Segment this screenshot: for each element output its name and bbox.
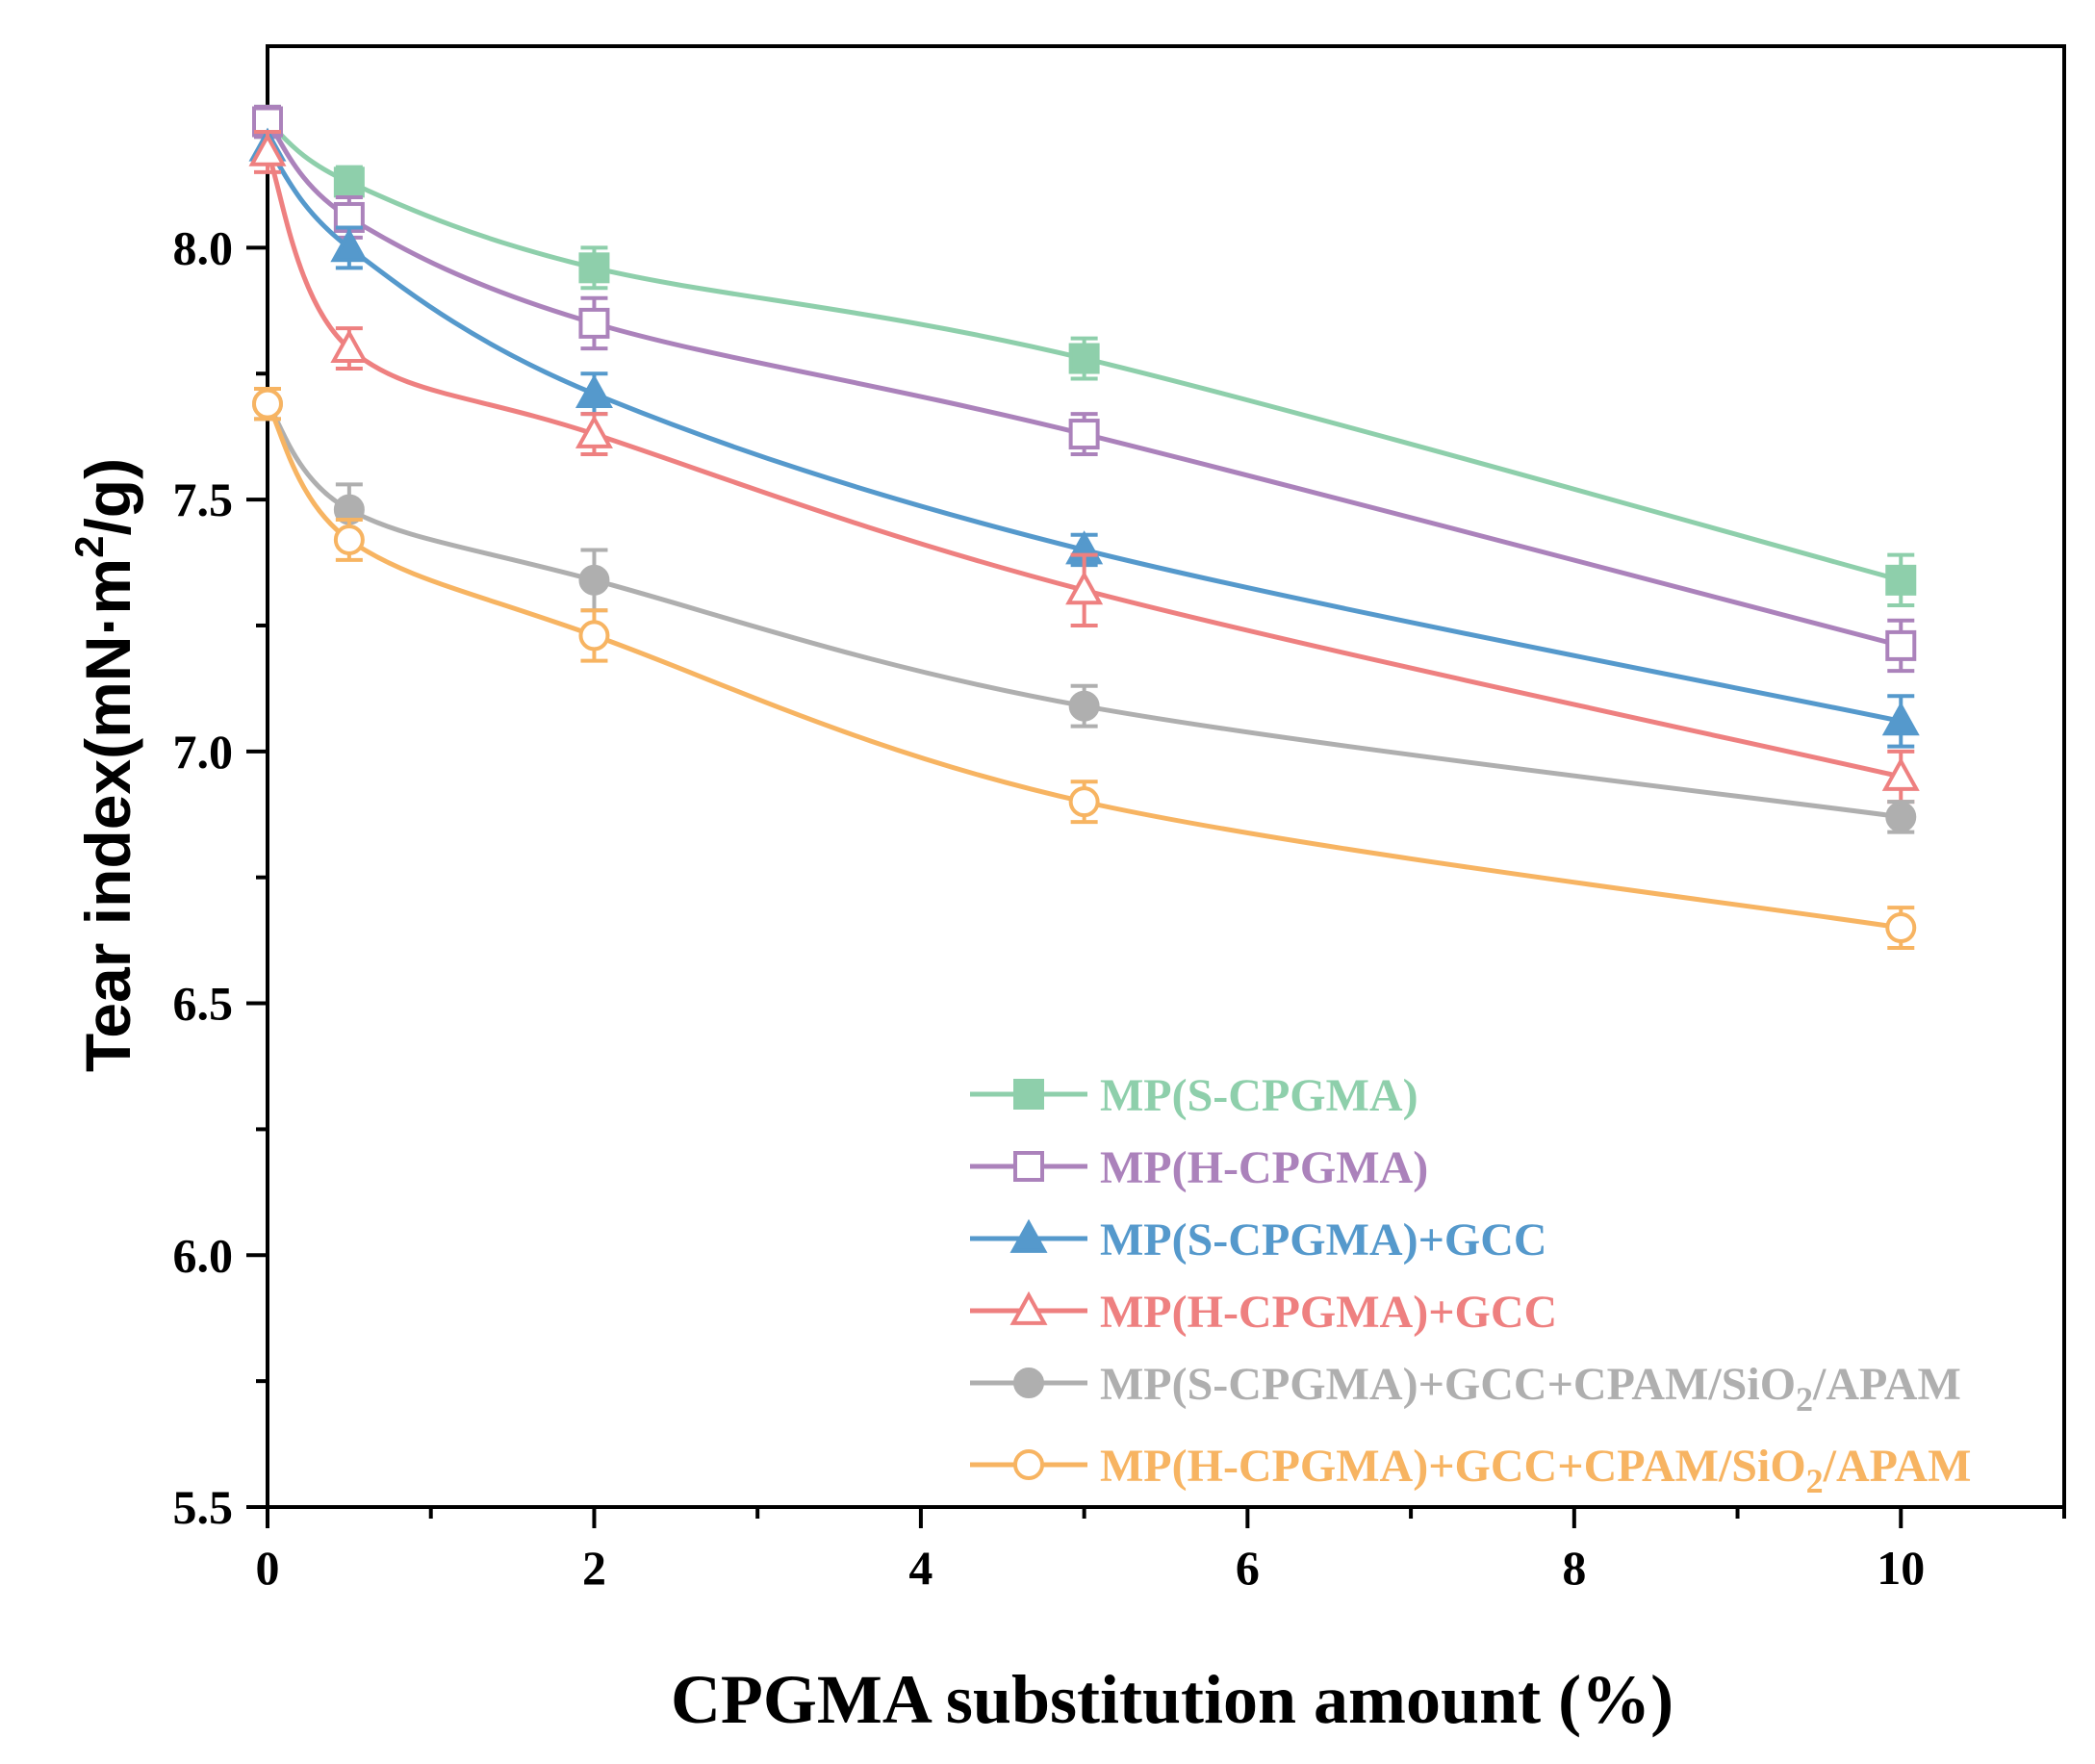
x-axis-title: CPGMA substitution amount (%) <box>671 1661 1673 1738</box>
data-point <box>578 564 610 596</box>
legend-item-1: MP(S-CPGMA) <box>970 1070 1418 1121</box>
data-point <box>1881 756 1920 791</box>
data-point <box>248 132 287 166</box>
series-line <box>265 150 1902 780</box>
legend-label-part: MP(S-CPGMA)+GCC <box>1100 1214 1547 1265</box>
y-tick-label: 6.0 <box>173 1228 234 1282</box>
legend-label-part: /APAM <box>1823 1441 1972 1492</box>
y-tick-label: 6.5 <box>173 977 234 1031</box>
legend-label: MP(H-CPGMA) <box>1100 1142 1428 1193</box>
legend-item-2: MP(H-CPGMA) <box>970 1142 1428 1193</box>
data-point <box>330 328 369 363</box>
legend-label: MP(S-CPGMA)+GCC+CPAM/SiO2/APAM <box>1100 1359 1961 1419</box>
x-tick-label: 0 <box>256 1541 280 1595</box>
data-point <box>1068 343 1100 374</box>
data-point <box>575 373 613 409</box>
plot-frame <box>266 44 2066 1509</box>
legend-item-5: MP(S-CPGMA)+GCC+CPAM/SiO2/APAM <box>970 1359 1961 1419</box>
series-line <box>265 402 1902 931</box>
y-axis-title-prefix: Tear index(mN·m <box>72 558 143 1072</box>
series-6 <box>252 386 1917 950</box>
data-point <box>578 307 610 339</box>
series-2 <box>252 104 1917 674</box>
legend-label-part: 2 <box>1806 1462 1824 1500</box>
axes: 0 2 4 6 8 10 5.5 6.0 6.5 7.0 7.5 8.0 <box>173 44 2066 1595</box>
legend-marker <box>1013 1449 1044 1480</box>
legend-item-6: MP(H-CPGMA)+GCC+CPAM/SiO2/APAM <box>970 1441 1971 1500</box>
data-point <box>1068 786 1100 818</box>
data-point <box>1065 571 1104 605</box>
y-tick-label: 5.5 <box>173 1480 234 1534</box>
legend-item-3: MP(S-CPGMA)+GCC <box>970 1214 1547 1265</box>
series-5 <box>252 386 1917 834</box>
y-axis-title-superscript: 2 <box>66 536 112 558</box>
y-axis-title: Tear index(mN·m2/g) <box>66 458 143 1072</box>
data-point <box>252 388 283 420</box>
data-point <box>333 524 365 555</box>
legend-label: MP(H-CPGMA)+GCC <box>1100 1287 1557 1338</box>
legend-label-part: MP(S-CPGMA)+GCC+CPAM/SiO <box>1100 1359 1796 1410</box>
x-tick-label: 6 <box>1236 1541 1260 1595</box>
data-point <box>1885 912 1917 944</box>
legend-marker <box>1013 1151 1044 1182</box>
legend-item-4: MP(H-CPGMA)+GCC <box>970 1287 1557 1338</box>
y-tick-label: 8.0 <box>173 220 234 274</box>
series-1 <box>252 104 1917 608</box>
legend-marker <box>1009 1291 1048 1325</box>
series-4 <box>248 129 1920 805</box>
series-layer <box>248 104 1920 950</box>
data-point <box>333 166 365 198</box>
legend-marker <box>1013 1079 1044 1110</box>
data-point <box>1885 801 1917 832</box>
data-point <box>578 620 610 652</box>
y-tick-label: 7.5 <box>173 473 234 526</box>
data-point <box>575 414 613 448</box>
x-tick-label: 8 <box>1562 1541 1586 1595</box>
legend-label-part: /APAM <box>1812 1359 1961 1410</box>
data-point <box>1068 690 1100 722</box>
y-axis-title-suffix: /g) <box>72 458 143 536</box>
legend-label: MP(S-CPGMA)+GCC <box>1100 1214 1547 1265</box>
legend-label: MP(S-CPGMA) <box>1100 1070 1418 1121</box>
legend-label-part: MP(H-CPGMA) <box>1100 1142 1428 1193</box>
data-point <box>330 228 369 263</box>
data-point <box>1068 419 1100 450</box>
y-tick-label: 7.0 <box>173 725 234 779</box>
data-point <box>1885 564 1917 596</box>
legend-label-part: 2 <box>1796 1380 1813 1419</box>
x-tick-label: 4 <box>908 1541 933 1595</box>
x-tick-label: 2 <box>582 1541 606 1595</box>
legend-label-part: MP(H-CPGMA)+GCC+CPAM/SiO <box>1100 1441 1806 1492</box>
legend-label-part: MP(S-CPGMA) <box>1100 1070 1418 1121</box>
legend-marker <box>1013 1368 1044 1398</box>
legend-label-part: MP(H-CPGMA)+GCC <box>1100 1287 1557 1338</box>
legend-marker <box>1009 1218 1048 1253</box>
legend-label: MP(H-CPGMA)+GCC+CPAM/SiO2/APAM <box>1100 1441 1971 1500</box>
x-tick-label: 10 <box>1877 1541 1925 1595</box>
data-point <box>1885 629 1917 661</box>
data-point <box>1881 702 1920 736</box>
data-point <box>578 252 610 284</box>
legend: MP(S-CPGMA) MP(H-CPGMA) MP(S-CPGMA)+GCC MP(… <box>970 1070 1971 1500</box>
